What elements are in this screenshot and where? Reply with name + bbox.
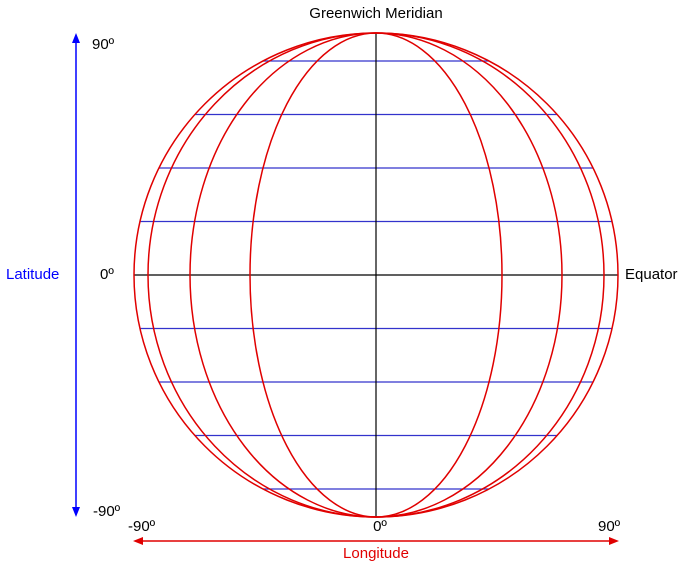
lon-middle: 0º xyxy=(373,518,387,535)
equator-label: Equator xyxy=(625,266,678,283)
lon-label: Longitude xyxy=(343,545,409,562)
lat-top: 90º xyxy=(92,36,115,53)
lon-left: -90º xyxy=(128,518,156,535)
meridians xyxy=(133,32,619,518)
lat-bottom: -90º xyxy=(93,503,121,520)
lat-middle: 0º xyxy=(100,266,114,283)
meridian xyxy=(133,32,619,518)
lon-right: 90º xyxy=(598,518,621,535)
title: Greenwich Meridian xyxy=(309,5,442,22)
lat-label: Latitude xyxy=(6,266,59,283)
